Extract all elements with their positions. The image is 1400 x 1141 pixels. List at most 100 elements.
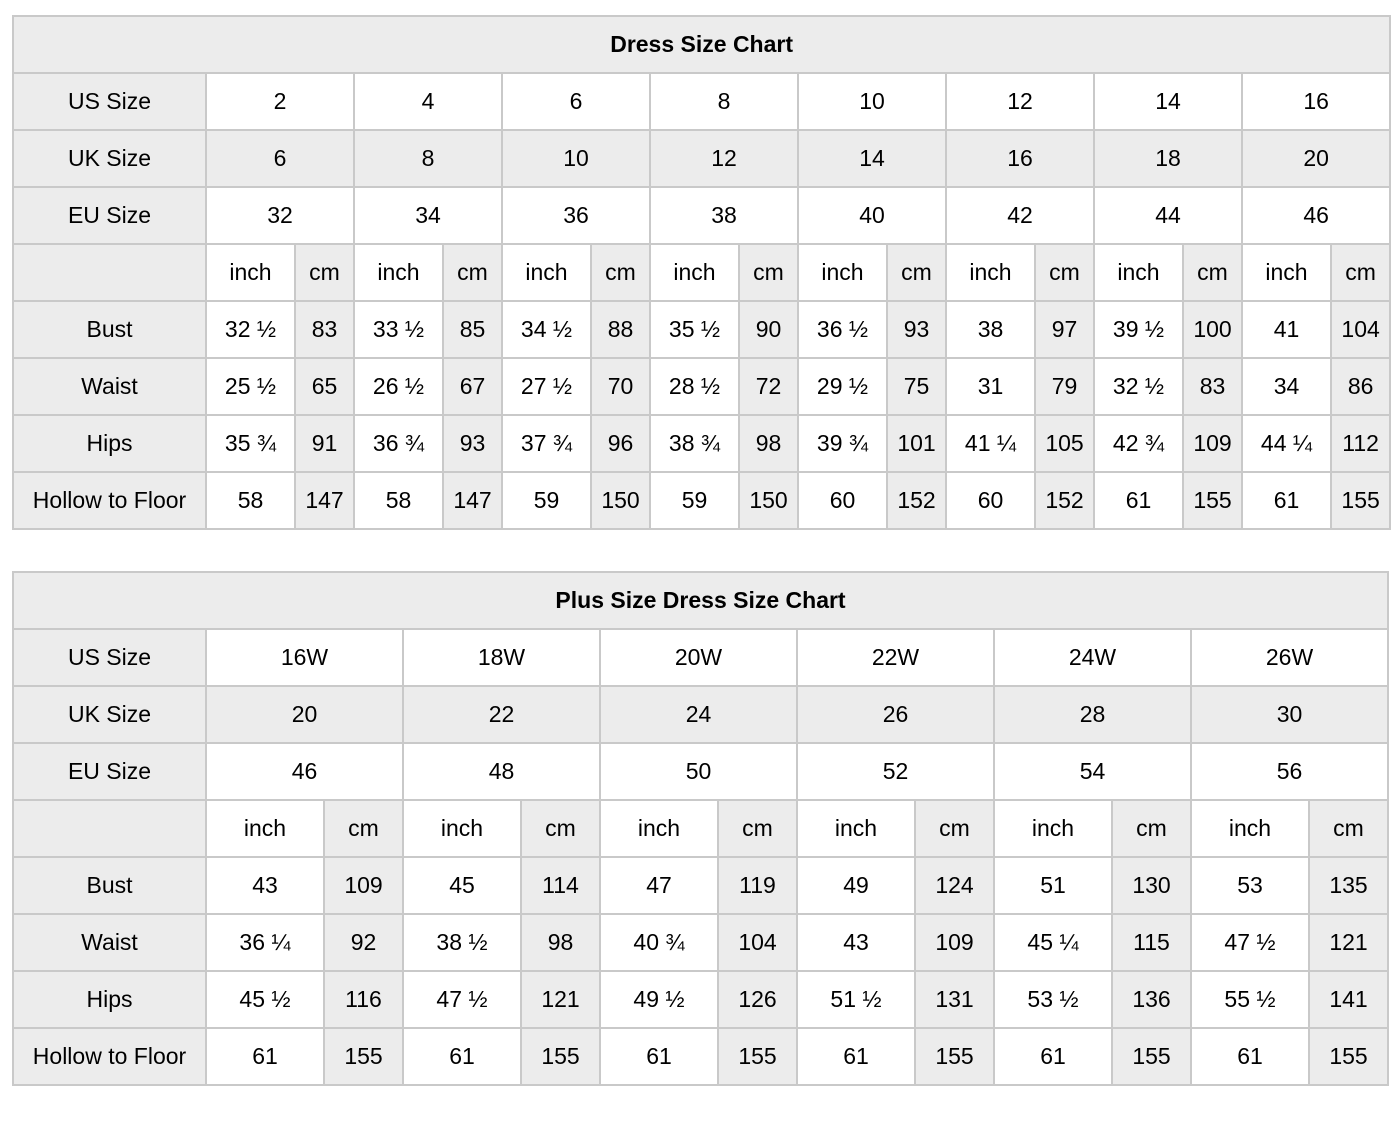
cm-value-cell: 155 <box>717 1027 798 1086</box>
unit-inch-header: inch <box>1190 799 1310 858</box>
unit-cm-header: cm <box>294 243 355 302</box>
inch-value-cell: 61 <box>1190 1027 1310 1086</box>
inch-value-cell: 45 ½ <box>205 970 325 1029</box>
unit-cm-header: cm <box>886 243 947 302</box>
cm-value-cell: 109 <box>1182 414 1243 473</box>
cm-value-cell: 109 <box>914 913 995 972</box>
cm-value-cell: 72 <box>738 357 799 416</box>
inch-value-cell: 25 ½ <box>205 357 296 416</box>
table-title: Dress Size Chart <box>11 15 1392 74</box>
cm-value-cell: 155 <box>520 1027 601 1086</box>
size-cell: 4 <box>353 72 503 131</box>
cm-value-cell: 141 <box>1307 970 1390 1029</box>
size-cell: 24W <box>993 628 1192 687</box>
inch-value-cell: 53 ½ <box>993 970 1113 1029</box>
unit-header-row: inch cm inch cm inch cm inch cm inch cm inch cm <box>12 799 1390 858</box>
size-cell: 8 <box>353 129 503 188</box>
unit-inch-header: inch <box>796 799 916 858</box>
unit-inch-header: inch <box>402 799 522 858</box>
unit-cm-header: cm <box>442 243 503 302</box>
measurement-row: Hips 45 ½ 116 47 ½ 121 49 ½ 126 51 ½ 131 53 ½ 136 5… <box>12 970 1390 1029</box>
inch-value-cell: 55 ½ <box>1190 970 1310 1029</box>
inch-value-cell: 49 ½ <box>599 970 719 1029</box>
cm-value-cell: 155 <box>1307 1027 1390 1086</box>
size-cell: 52 <box>796 742 995 801</box>
size-cell: 14 <box>797 129 947 188</box>
size-cell: 26 <box>796 685 995 744</box>
size-cell: 10 <box>501 129 651 188</box>
inch-value-cell: 47 ½ <box>402 970 522 1029</box>
cm-value-cell: 101 <box>886 414 947 473</box>
inch-value-cell: 27 ½ <box>501 357 592 416</box>
unit-inch-header: inch <box>993 799 1113 858</box>
inch-value-cell: 51 ½ <box>796 970 916 1029</box>
cm-value-cell: 147 <box>294 471 355 530</box>
cm-value-cell: 136 <box>1111 970 1192 1029</box>
size-cell: 22W <box>796 628 995 687</box>
inch-value-cell: 61 <box>1093 471 1184 530</box>
cm-value-cell: 121 <box>520 970 601 1029</box>
measurement-row: Bust 43 109 45 114 47 119 49 124 51 130 53 135 <box>12 856 1390 915</box>
row-label: EU Size <box>12 742 207 801</box>
plus-size-dress-size-chart-table: Plus Size Dress Size Chart US Size 16W 18W 2… <box>11 571 1390 1086</box>
unit-cm-header: cm <box>1182 243 1243 302</box>
size-cell: 16W <box>205 628 404 687</box>
row-label: Waist <box>12 357 207 416</box>
table-title: Plus Size Dress Size Chart <box>11 571 1390 630</box>
dress-size-chart-body: Dress Size Chart US Size 2 4 6 8 10 12 14 16 UK Si… <box>11 15 1392 530</box>
dress-size-chart-table: Dress Size Chart US Size 2 4 6 8 10 12 14 16 UK Si… <box>11 15 1392 530</box>
cm-value-cell: 112 <box>1329 414 1392 473</box>
unit-inch-header: inch <box>599 799 719 858</box>
inch-value-cell: 51 <box>993 856 1113 915</box>
inch-value-cell: 60 <box>797 471 888 530</box>
inch-value-cell: 61 <box>796 1027 916 1086</box>
measurement-row: Waist 36 ¼ 92 38 ½ 98 40 ¾ 104 43 109 45 ¼ 115 47 ½… <box>12 913 1390 972</box>
table-title-row: Dress Size Chart <box>11 15 1392 74</box>
cm-value-cell: 98 <box>520 913 601 972</box>
inch-value-cell: 36 ½ <box>797 300 888 359</box>
cm-value-cell: 155 <box>1329 471 1392 530</box>
size-cell: 6 <box>501 72 651 131</box>
size-cell: 50 <box>599 742 798 801</box>
unit-row-label <box>12 243 207 302</box>
cm-value-cell: 109 <box>323 856 404 915</box>
row-label: US Size <box>12 72 207 131</box>
size-cell: 20 <box>205 685 404 744</box>
unit-cm-header: cm <box>1034 243 1095 302</box>
unit-cm-header: cm <box>323 799 404 858</box>
inch-value-cell: 34 ½ <box>501 300 592 359</box>
unit-inch-header: inch <box>797 243 888 302</box>
cm-value-cell: 96 <box>590 414 651 473</box>
cm-value-cell: 152 <box>1034 471 1095 530</box>
inch-value-cell: 33 ½ <box>353 300 444 359</box>
inch-value-cell: 36 ¾ <box>353 414 444 473</box>
measurement-row: Waist 25 ½ 65 26 ½ 67 27 ½ 70 28 ½ 72 29 ½ 75 31 79 3… <box>12 357 1392 416</box>
inch-value-cell: 36 ¼ <box>205 913 325 972</box>
unit-inch-header: inch <box>205 243 296 302</box>
size-cell: 40 <box>797 186 947 245</box>
inch-value-cell: 39 ¾ <box>797 414 888 473</box>
size-cell: 56 <box>1189 742 1390 801</box>
inch-value-cell: 45 <box>402 856 522 915</box>
row-label: Waist <box>12 913 207 972</box>
size-cell: 36 <box>501 186 651 245</box>
cm-value-cell: 105 <box>1034 414 1095 473</box>
unit-header-row: inch cm inch cm inch cm inch cm inch cm inch cm inch… <box>12 243 1392 302</box>
size-cell: 10 <box>797 72 947 131</box>
measurement-row: Hollow to Floor 58 147 58 147 59 150 59 150 60 152… <box>12 471 1392 530</box>
inch-value-cell: 29 ½ <box>797 357 888 416</box>
size-cell: 54 <box>993 742 1192 801</box>
size-cell: 26W <box>1189 628 1390 687</box>
cm-value-cell: 79 <box>1034 357 1095 416</box>
inch-value-cell: 49 <box>796 856 916 915</box>
inch-value-cell: 61 <box>993 1027 1113 1086</box>
inch-value-cell: 32 ½ <box>1093 357 1184 416</box>
inch-value-cell: 44 ¼ <box>1241 414 1332 473</box>
cm-value-cell: 124 <box>914 856 995 915</box>
inch-value-cell: 59 <box>501 471 592 530</box>
inch-value-cell: 58 <box>353 471 444 530</box>
inch-value-cell: 39 ½ <box>1093 300 1184 359</box>
unit-cm-header: cm <box>1111 799 1192 858</box>
inch-value-cell: 47 <box>599 856 719 915</box>
